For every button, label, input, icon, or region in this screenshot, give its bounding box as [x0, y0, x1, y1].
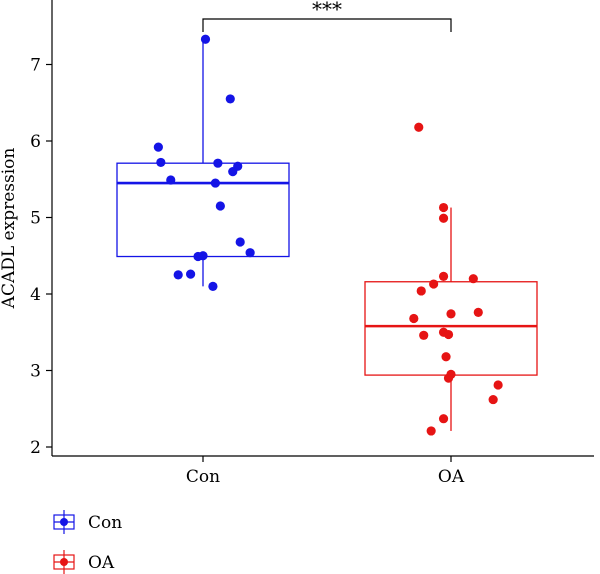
- y-tick-label: 5: [30, 209, 41, 229]
- data-point-con: [228, 167, 238, 177]
- data-point-oa: [416, 286, 426, 296]
- data-point-con: [153, 142, 163, 152]
- significance-label: ***: [312, 0, 342, 21]
- data-point-con: [225, 94, 235, 104]
- data-point-oa: [443, 329, 454, 340]
- box-con: [116, 162, 290, 258]
- legend-label-oa: OA: [88, 553, 115, 573]
- data-point-oa: [441, 352, 451, 362]
- data-point-con: [200, 34, 211, 44]
- data-point-oa: [473, 307, 483, 317]
- data-point-con: [235, 237, 245, 247]
- legend: Con OA: [53, 510, 122, 574]
- data-point-oa: [443, 373, 454, 383]
- data-point-con: [173, 270, 183, 280]
- data-point-con: [166, 175, 176, 185]
- data-point-oa: [438, 202, 449, 213]
- y-tick-label: 2: [30, 438, 41, 458]
- data-point-oa: [488, 394, 498, 405]
- x-tick-label-oa: OA: [438, 467, 465, 487]
- data-point-oa: [438, 414, 449, 424]
- data-point-oa: [468, 274, 478, 284]
- data-point-con: [215, 201, 225, 211]
- data-point-con: [186, 269, 196, 279]
- y-tick-label: 3: [30, 362, 41, 382]
- legend-key-point-oa: [60, 558, 68, 566]
- legend-label-con: Con: [88, 513, 122, 533]
- legend-key-oa: [53, 550, 75, 574]
- data-point-con: [213, 158, 223, 168]
- y-axis-title: ACADL expression: [0, 148, 19, 310]
- box-oa: [364, 281, 538, 376]
- y-tick-label: 7: [30, 56, 41, 76]
- data-point-oa: [438, 271, 449, 282]
- data-point-oa: [429, 279, 439, 289]
- data-point-oa: [419, 330, 429, 340]
- significance-bracket: ***: [202, 0, 452, 32]
- data-point-con: [245, 248, 255, 258]
- axes: 2 3 4 5 6 7 Con OA: [30, 0, 594, 487]
- data-point-oa: [493, 380, 503, 390]
- data-point-oa: [409, 313, 419, 324]
- data-point-oa: [446, 309, 456, 319]
- data-point-oa: [438, 213, 449, 223]
- y-tick-label: 4: [30, 285, 41, 305]
- data-point-con: [208, 281, 218, 291]
- legend-key-point-con: [60, 518, 68, 526]
- y-tick-label: 6: [30, 132, 41, 152]
- data-point-oa: [414, 122, 424, 132]
- data-points: [153, 34, 503, 436]
- boxes: [116, 39, 538, 431]
- data-point-con: [193, 251, 203, 262]
- significance-line: [202, 18, 452, 32]
- x-tick-label-con: Con: [186, 467, 220, 487]
- data-point-con: [210, 178, 220, 188]
- data-point-oa: [426, 426, 436, 436]
- data-point-con: [156, 157, 166, 168]
- legend-key-con: [53, 510, 75, 534]
